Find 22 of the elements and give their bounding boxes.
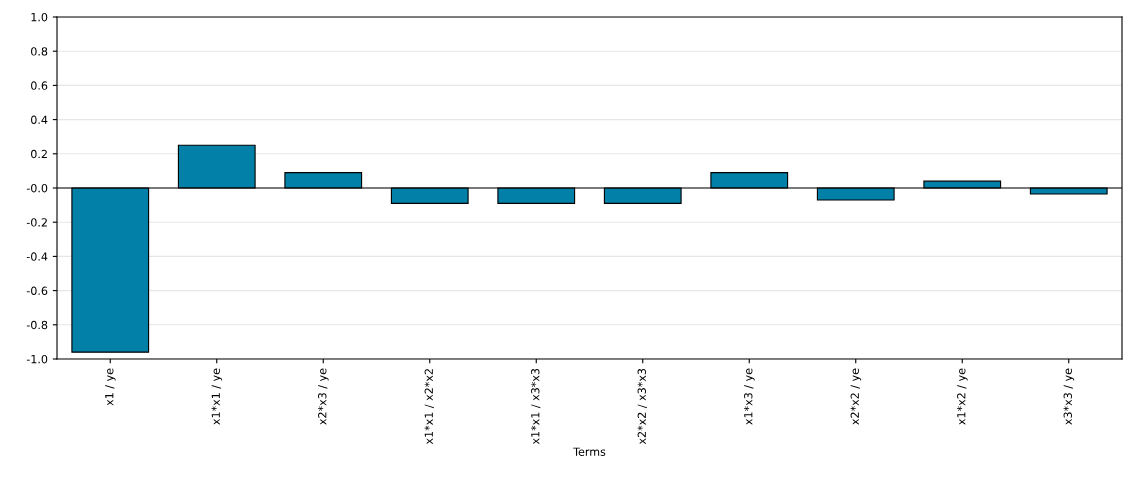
- x-axis-title: Terms: [573, 447, 606, 456]
- x-tick-label: x2*x2 / x3*x3: [637, 368, 647, 445]
- y-tick-label: 0.6: [31, 81, 48, 90]
- y-tick-label: -1.0: [26, 354, 48, 364]
- y-tick-label: 0.2: [31, 149, 47, 159]
- y-tick-label: 1.0: [31, 12, 48, 22]
- y-tick-label: -0.6: [26, 286, 48, 295]
- y-tick-label: -0.4: [26, 252, 48, 261]
- x-tick-label: x1*x2 / ye: [957, 368, 968, 425]
- y-tick-label: 0.4: [31, 115, 48, 124]
- y-tick-label: 0.8: [31, 47, 48, 56]
- x-tick-label: x1*x1 / x2*x2: [424, 369, 434, 445]
- x-tick-label: x1*x3 / ye: [744, 368, 755, 425]
- y-tick-label: -0.8: [26, 320, 48, 330]
- x-tick-label: x1 / ye: [105, 368, 116, 406]
- x-tick-label: x1*x1 / ye: [211, 368, 223, 425]
- x-tick-label: x2*x2 / ye: [850, 368, 862, 425]
- y-tick-label: -0.2: [26, 218, 47, 227]
- y-tick-label: -0.0: [26, 183, 48, 193]
- x-tick-label: x2*x3 / ye: [318, 368, 329, 425]
- x-tick-label: x3*x3 / ye: [1063, 368, 1075, 425]
- x-tick-label: x1*x1 / x3*x3: [531, 368, 541, 445]
